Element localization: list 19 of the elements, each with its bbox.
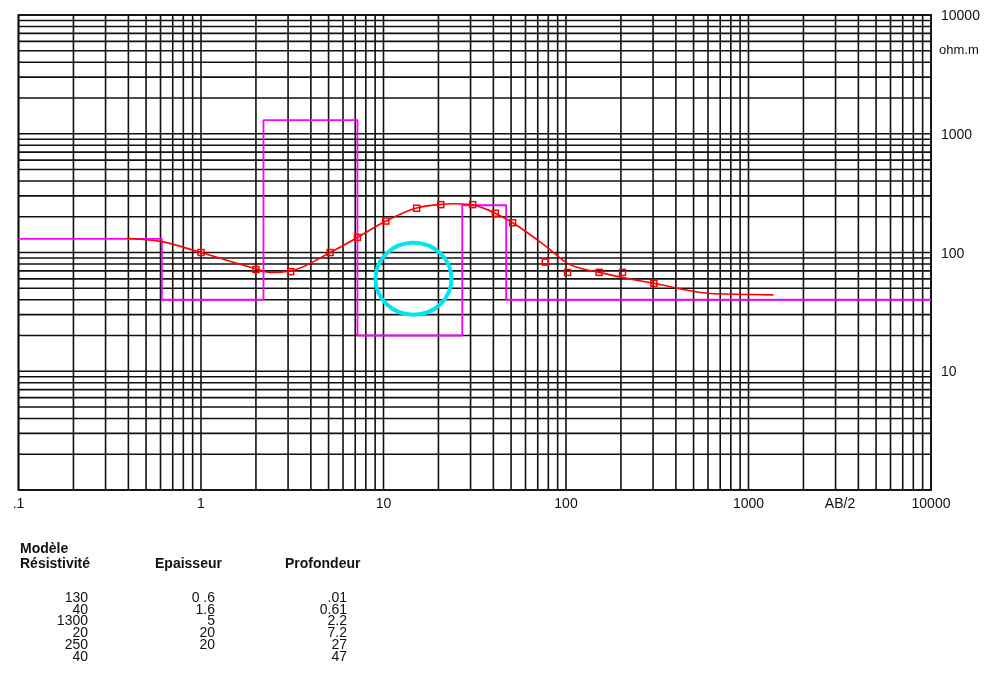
x-tick-label: .1: [12, 495, 25, 511]
text: .01 0.61 2.2 7.2 27 47: [319, 589, 348, 664]
y-tick-label: 10000: [941, 7, 981, 23]
text: Epaisseur: [155, 555, 223, 571]
x-tick-label: 1: [197, 495, 206, 511]
x-tick-label: 10000: [911, 495, 951, 511]
y-tick-label: 10: [941, 363, 957, 380]
text: 0 .6 1.6 5 20 20: [191, 589, 216, 652]
text: Résistivité: [20, 555, 91, 571]
y-tick-label: 1000: [941, 125, 973, 142]
y-axis-title: ohm.m: [939, 41, 979, 57]
x-tick-label: 1000: [732, 495, 765, 511]
x-tick-label: 10: [375, 495, 392, 511]
x-axis-title: AB/2: [824, 495, 856, 511]
text: Modèle: [20, 540, 69, 556]
x-tick-label: 100: [554, 495, 578, 511]
text: Profondeur: [285, 555, 361, 571]
text: 130 40 1300 20 250 40: [56, 589, 89, 664]
y-tick-label: 100: [941, 244, 965, 261]
